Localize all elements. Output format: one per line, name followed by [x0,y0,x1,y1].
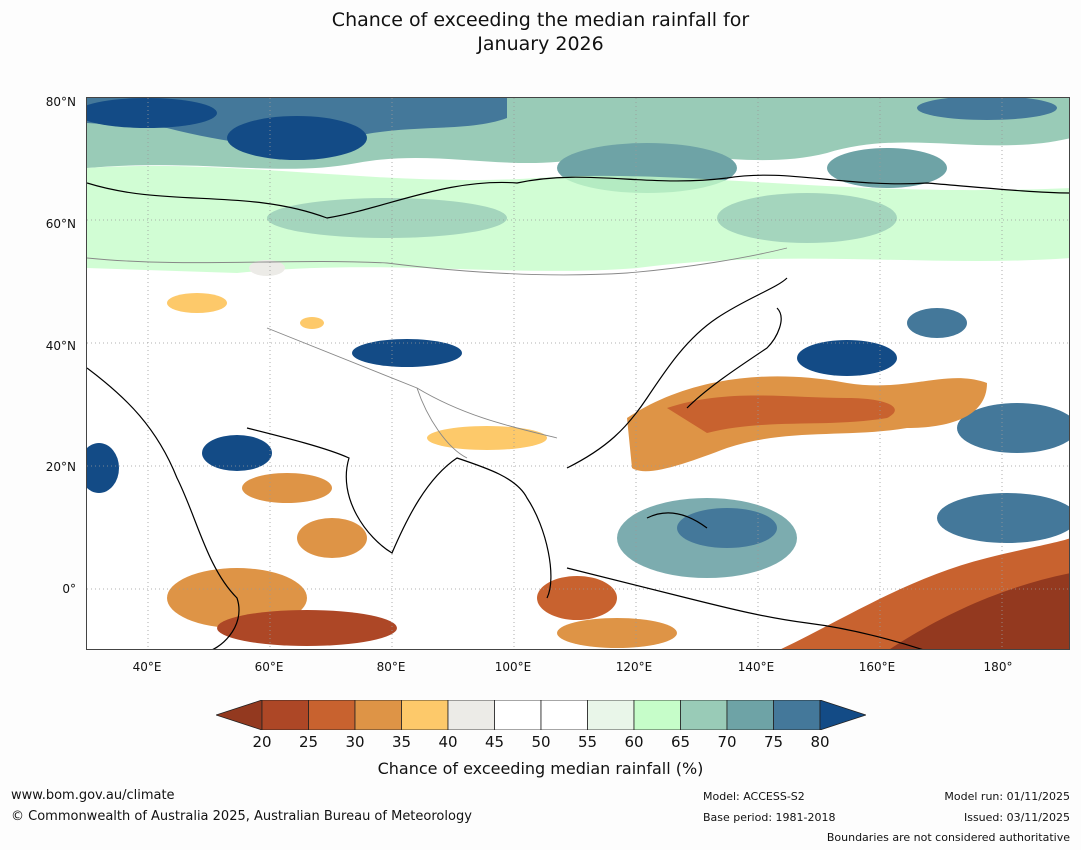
colorbar-tick-label: 30 [345,733,365,751]
colorbar-tick-label: 40 [438,733,458,751]
lat-label-60n: 60°N [45,217,76,231]
colorbar-tick-label: 60 [624,733,644,751]
colorbar-tick-label: 25 [298,733,319,751]
lon-label-120e: 120°E [615,660,653,674]
colorbar-tick-label: 20 [252,733,272,751]
colorbar-label: Chance of exceeding median rainfall (%) [377,759,704,778]
colorbar-segment [494,699,542,731]
colorbar-segment [540,699,588,731]
footer-issued: Issued: 03/11/2025 [963,811,1070,824]
colorbar-tick-label: 70 [717,733,737,751]
title-line-2: January 2026 [477,33,604,55]
lon-label-100e: 100°E [494,660,532,674]
title-line-1: Chance of exceeding the median rainfall … [331,9,750,31]
colorbar-over-arrow [819,699,868,731]
colorbar-tick-label: 45 [484,733,505,751]
colorbar-tick-label: 35 [391,733,412,751]
lon-label-60e: 60°E [254,660,284,674]
colorbar-segment [308,699,356,731]
colorbar-graphic [214,699,868,731]
lon-label-140e: 140°E [737,660,775,674]
map-canvas [87,98,1069,649]
footer-base-period: Base period: 1981-2018 [703,811,836,824]
footer-disclaimer: Boundaries are not considered authoritat… [826,831,1070,844]
lon-label-160e: 160°E [858,660,896,674]
footer-model-run: Model run: 01/11/2025 [944,790,1070,803]
colorbar-tick-label: 65 [670,733,691,751]
rainfall-map [86,97,1070,650]
footer-copyright: © Commonwealth of Australia 2025, Austra… [11,809,472,824]
map-title: Chance of exceeding the median rainfall … [0,8,1081,56]
colorbar-segment [354,699,402,731]
lat-label-40n: 40°N [45,339,76,353]
colorbar-segment [401,699,449,731]
colorbar-tick-label: 50 [531,733,551,751]
colorbar-segment [773,699,821,731]
colorbar-segment [261,699,309,731]
colorbar-segment [587,699,635,731]
lat-label-0: 0° [62,582,76,596]
colorbar-tick-label: 80 [810,733,830,751]
colorbar-segment [447,699,495,731]
lon-label-80e: 80°E [376,660,406,674]
colorbar-segment [680,699,728,731]
colorbar [214,699,868,731]
footer-model: Model: ACCESS-S2 [703,790,805,803]
lat-label-80n: 80°N [45,95,76,109]
colorbar-under-arrow [214,699,263,731]
footer-website-link[interactable]: www.bom.gov.au/climate [11,788,175,803]
lat-label-20n: 20°N [45,460,76,474]
colorbar-tick-label: 55 [577,733,598,751]
colorbar-tick-label: 75 [763,733,784,751]
colorbar-segment [633,699,681,731]
colorbar-segment [726,699,774,731]
lon-label-180: 180° [983,660,1013,674]
lon-label-40e: 40°E [132,660,162,674]
